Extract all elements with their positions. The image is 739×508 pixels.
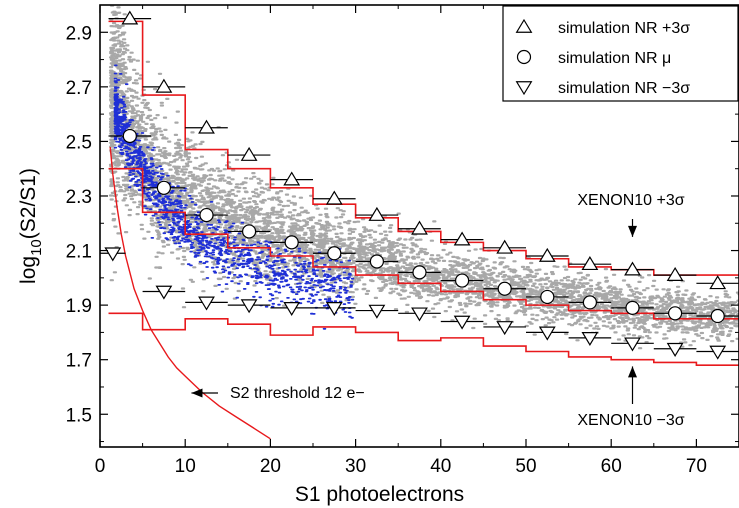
annotation-s2-threshold: S2 threshold 12 e− xyxy=(230,385,365,402)
mean-marker xyxy=(455,273,470,288)
plus3sigma-marker xyxy=(496,239,514,254)
plus3sigma-marker xyxy=(198,119,215,134)
minus3sigma-marker xyxy=(155,285,173,300)
mean-marker xyxy=(122,128,137,144)
legend-label: simulation NR −3σ xyxy=(558,80,690,97)
mean-marker xyxy=(327,246,342,261)
series-circle xyxy=(108,128,739,324)
x-tick-label: 50 xyxy=(515,456,536,477)
mean-marker xyxy=(625,300,640,315)
xenon10-band-plus3sigma xyxy=(108,20,739,276)
legend-label: simulation NR +3σ xyxy=(558,20,690,37)
legend-box xyxy=(502,5,739,102)
x-tick-label: 60 xyxy=(601,456,622,477)
mean-marker xyxy=(540,289,555,305)
annotation-xenon10-minus3sigma: XENON10 −3σ xyxy=(577,412,684,429)
mean-marker xyxy=(369,254,384,269)
plus3sigma-marker xyxy=(709,275,727,290)
x-tick-label: 40 xyxy=(430,456,451,477)
minus3sigma-marker xyxy=(325,302,343,317)
plot-frame xyxy=(99,4,739,448)
y-tick-label: 2.1 xyxy=(66,242,92,263)
axes: 0 10 20 30 40 50 60 70 1.5 1.7 1.9 2.1 2.3 2.5 2.7 2.9 S… xyxy=(17,4,739,506)
annotation-xenon10-plus3sigma: XENON10 +3σ xyxy=(577,192,684,209)
y-tick-label: 2.5 xyxy=(66,132,92,153)
legend: simulation NR +3σ simulation NR μ simulati… xyxy=(502,5,739,102)
y-tick-label: 1.7 xyxy=(66,351,92,372)
x-tick-label: 0 xyxy=(95,456,106,477)
simulation-markers xyxy=(100,10,739,360)
x-tick-label: 70 xyxy=(686,456,707,477)
minus3sigma-marker xyxy=(538,326,556,341)
arrow-s2-threshold-head xyxy=(191,388,203,398)
plus3sigma-marker xyxy=(411,220,428,235)
mean-marker xyxy=(582,295,598,310)
legend-label: simulation NR μ xyxy=(558,50,671,67)
xenon10-bands xyxy=(108,20,739,366)
plus3sigma-marker xyxy=(240,146,258,161)
arrow-plus3sigma-head xyxy=(628,225,637,237)
y-tick-label: 2.3 xyxy=(66,187,92,208)
minus3sigma-marker xyxy=(240,299,258,314)
mean-marker xyxy=(284,235,299,250)
mean-marker xyxy=(497,281,512,296)
x-tick-label: 30 xyxy=(345,456,366,477)
minus3sigma-marker xyxy=(496,321,514,336)
x-tick-label: 20 xyxy=(260,456,281,477)
x-tick-label: 10 xyxy=(175,456,196,477)
annotations: XENON10 +3σ XENON10 −3σ S2 threshold 12 e− xyxy=(191,192,685,429)
y-tick-label: 1.5 xyxy=(66,405,92,426)
mean-marker xyxy=(199,207,214,223)
minus3sigma-marker xyxy=(368,304,386,319)
s2-threshold-curve xyxy=(109,146,271,440)
xenon10-band-minus3sigma xyxy=(108,312,739,366)
minus3sigma-marker xyxy=(453,315,471,330)
plus3sigma-marker xyxy=(453,231,471,246)
x-axis-label: S1 photoelectrons xyxy=(295,483,464,506)
y-tick-label: 2.9 xyxy=(66,23,92,44)
arrow-minus3sigma-head xyxy=(628,366,637,378)
mean-marker xyxy=(412,265,427,280)
minus3sigma-marker xyxy=(709,345,727,360)
plus3sigma-marker xyxy=(368,206,386,221)
plus3sigma-marker xyxy=(538,247,556,262)
plus3sigma-marker xyxy=(155,78,173,93)
minus3sigma-marker xyxy=(283,302,301,317)
plus3sigma-marker xyxy=(581,256,599,271)
legend-triangle-up-icon xyxy=(515,18,533,33)
plus3sigma-marker xyxy=(624,261,641,276)
plus3sigma-marker xyxy=(666,266,684,281)
plus3sigma-marker xyxy=(283,171,301,186)
minus3sigma-marker xyxy=(624,337,641,352)
mean-marker xyxy=(667,306,683,321)
mean-marker xyxy=(242,224,257,239)
plus3sigma-marker xyxy=(121,10,139,25)
y-tick-label: 1.9 xyxy=(66,296,92,317)
plus3sigma-marker xyxy=(325,190,343,205)
s2-threshold-line xyxy=(109,146,271,440)
minus3sigma-marker xyxy=(411,307,428,322)
legend-circle-icon xyxy=(516,49,532,65)
mean-marker xyxy=(156,180,171,195)
minus3sigma-marker xyxy=(581,332,599,347)
series-triangle-down xyxy=(100,247,739,360)
y-tick-label: 2.7 xyxy=(66,78,92,99)
mean-marker xyxy=(710,308,725,324)
xenon10-band-mean xyxy=(108,167,739,320)
y-axis-label: log10(S2/S1) xyxy=(17,168,45,284)
minus3sigma-marker xyxy=(104,247,122,262)
minus3sigma-marker xyxy=(666,342,684,357)
series-triangle-up xyxy=(108,10,739,290)
minus3sigma-marker xyxy=(198,296,215,311)
legend-triangle-down-icon xyxy=(515,81,533,96)
